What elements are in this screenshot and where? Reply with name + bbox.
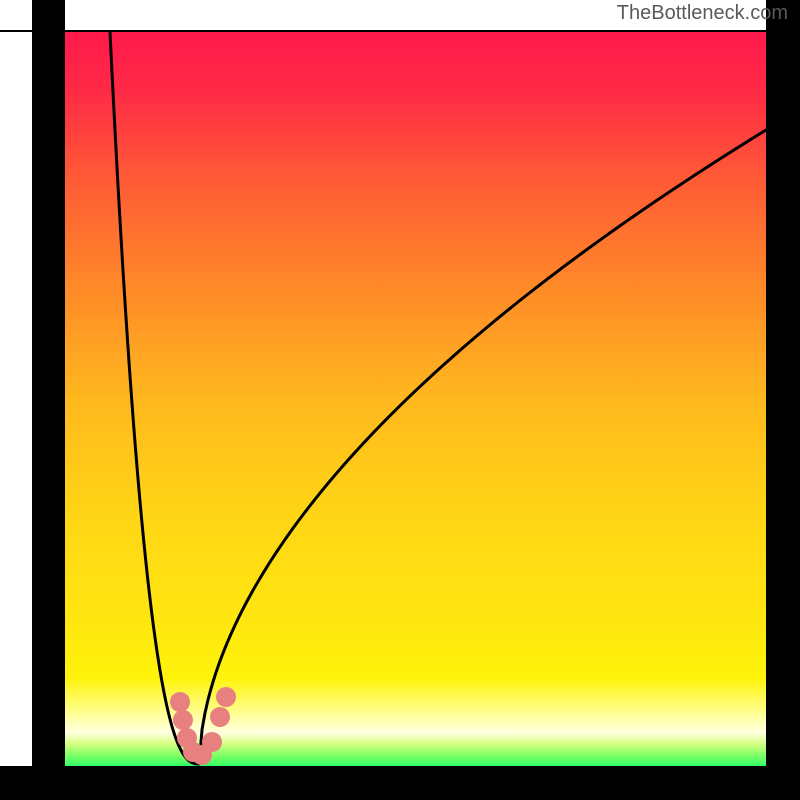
marker-dot: [216, 687, 236, 707]
marker-dot: [210, 707, 230, 727]
marker-dot: [202, 732, 222, 752]
border-top: [0, 30, 800, 32]
border-right: [766, 0, 800, 800]
bottleneck-chart: [0, 0, 800, 800]
gradient-background: [65, 32, 766, 766]
watermark-text: TheBottleneck.com: [617, 2, 788, 25]
marker-dot: [170, 692, 190, 712]
border-bottom: [0, 766, 800, 800]
marker-dot: [173, 710, 193, 730]
border-left: [32, 0, 65, 800]
